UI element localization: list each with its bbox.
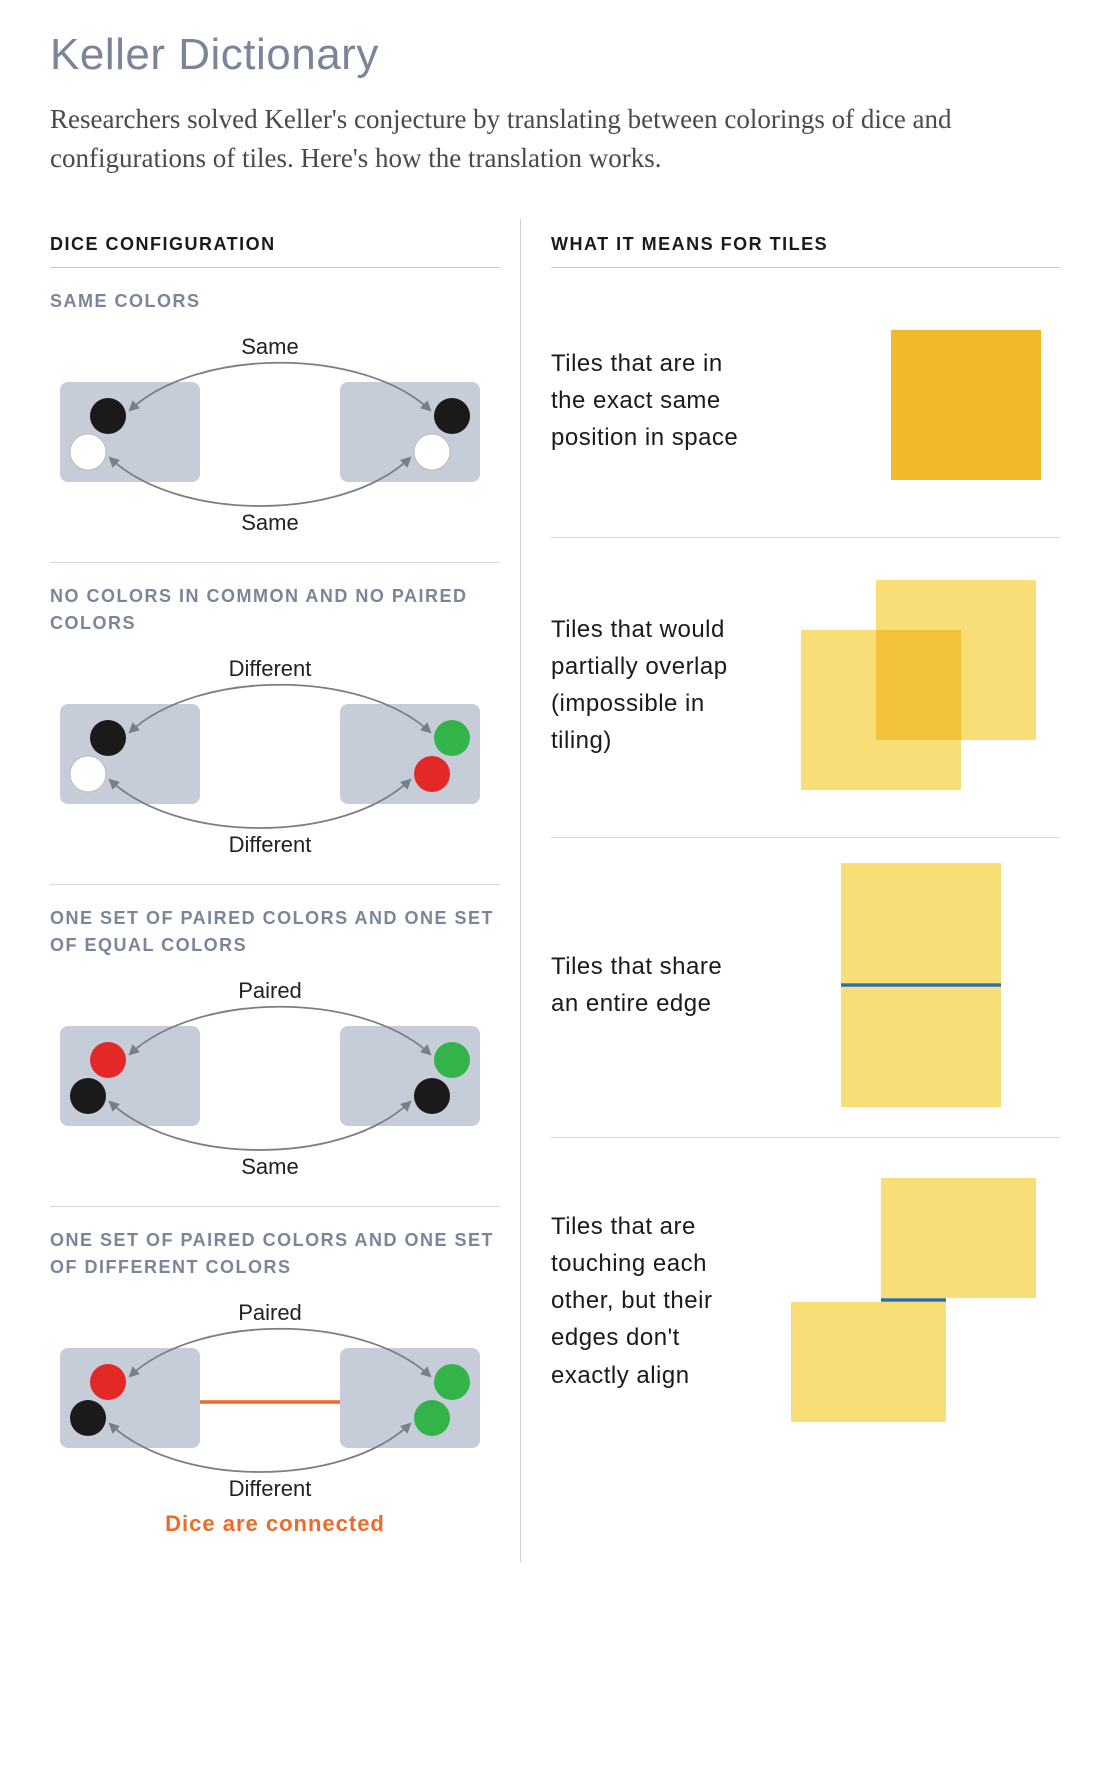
dice-diagram: Paired Different <box>50 1293 490 1503</box>
svg-text:Same: Same <box>241 510 298 535</box>
svg-text:Different: Different <box>229 656 312 681</box>
page-title: Keller Dictionary <box>50 30 1070 80</box>
tile-graphic <box>761 570 1060 800</box>
tile-row: Tiles that share an entire edge <box>551 838 1060 1138</box>
tile-description: Tiles that are in the exact same positio… <box>551 345 761 457</box>
tile-offset-icon <box>781 1178 1041 1423</box>
column-left: DICE CONFIGURATION SAME COLORS Same Same… <box>50 219 520 1562</box>
svg-text:Paired: Paired <box>238 1300 302 1325</box>
tile-graphic <box>761 1178 1060 1423</box>
header-left: DICE CONFIGURATION <box>50 219 500 268</box>
tile-overlap-icon <box>781 570 1041 800</box>
svg-text:Same: Same <box>241 334 298 359</box>
row-label: NO COLORS IN COMMON AND NO PAIRED COLORS <box>50 583 500 637</box>
tile-row: Tiles that would partially overlap (impo… <box>551 538 1060 838</box>
tile-edge-icon <box>781 863 1041 1108</box>
header-right: WHAT IT MEANS FOR TILES <box>551 219 1060 268</box>
dice-diagram: Paired Same <box>50 971 490 1181</box>
tile-same-icon <box>781 310 1041 490</box>
dice-row: ONE SET OF PAIRED COLORS AND ONE SET OF … <box>50 1207 500 1562</box>
dice-row: ONE SET OF PAIRED COLORS AND ONE SET OF … <box>50 885 500 1207</box>
tile-row: Tiles that are in the exact same positio… <box>551 268 1060 538</box>
tile-graphic <box>761 310 1060 490</box>
intro-text: Researchers solved Keller's conjecture b… <box>50 100 1070 178</box>
tile-description: Tiles that would partially overlap (impo… <box>551 611 761 760</box>
dice-diagram: Same Same <box>50 327 490 537</box>
tile-description: Tiles that share an entire edge <box>551 948 761 1022</box>
tile-graphic <box>761 863 1060 1108</box>
connected-note: Dice are connected <box>50 1511 500 1537</box>
column-right: WHAT IT MEANS FOR TILES Tiles that are i… <box>520 219 1060 1562</box>
columns: DICE CONFIGURATION SAME COLORS Same Same… <box>50 218 1070 1562</box>
row-label: SAME COLORS <box>50 288 500 315</box>
tile-description: Tiles that are touching each other, but … <box>551 1208 761 1394</box>
svg-text:Paired: Paired <box>238 978 302 1003</box>
svg-text:Same: Same <box>241 1154 298 1179</box>
dice-row: SAME COLORS Same Same <box>50 268 500 563</box>
tile-row: Tiles that are touching each other, but … <box>551 1138 1060 1468</box>
dice-diagram: Different Different <box>50 649 490 859</box>
svg-text:Different: Different <box>229 1476 312 1501</box>
dice-row: NO COLORS IN COMMON AND NO PAIRED COLORS… <box>50 563 500 885</box>
row-label: ONE SET OF PAIRED COLORS AND ONE SET OF … <box>50 1227 500 1281</box>
svg-text:Different: Different <box>229 832 312 857</box>
row-label: ONE SET OF PAIRED COLORS AND ONE SET OF … <box>50 905 500 959</box>
